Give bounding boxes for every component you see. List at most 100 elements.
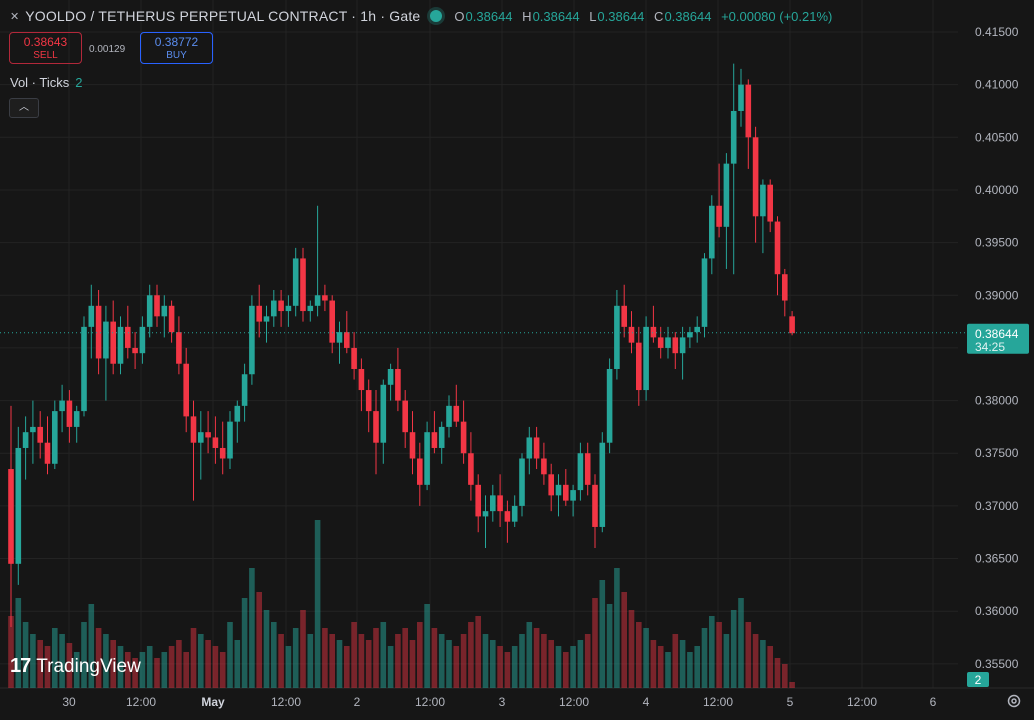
candle-body xyxy=(482,511,489,517)
x-tick-label: May xyxy=(201,695,225,709)
volume-bar xyxy=(241,598,248,688)
volume-bar xyxy=(176,640,182,688)
candle-body xyxy=(358,368,365,391)
last-price-badge xyxy=(967,323,1029,354)
candle-body xyxy=(256,305,262,322)
gear-icon[interactable] xyxy=(1006,693,1022,709)
volume-bar xyxy=(533,628,540,688)
volume-bar xyxy=(504,652,511,688)
candle-body xyxy=(73,411,80,427)
volume-bar xyxy=(599,580,606,688)
candle-body xyxy=(643,326,649,391)
candle-body xyxy=(730,110,737,164)
x-tick-label: 12:00 xyxy=(271,695,301,709)
volume-bar xyxy=(606,604,613,688)
volume-last-label: 2 xyxy=(975,673,982,687)
candle-body xyxy=(110,321,116,364)
volume-bar xyxy=(314,520,321,688)
candle-body xyxy=(336,332,343,343)
candle-body xyxy=(15,447,22,564)
candle-body xyxy=(577,453,584,491)
candle-body xyxy=(395,368,401,401)
candle-body xyxy=(519,458,525,506)
candle-body xyxy=(548,474,554,496)
candle-body xyxy=(533,437,540,459)
tradingview-logo[interactable]: 17 TradingView xyxy=(10,655,141,678)
candle-body xyxy=(380,384,387,443)
volume-bar xyxy=(81,622,87,688)
y-tick-label: 0.37000 xyxy=(975,499,1019,513)
candle-body xyxy=(504,511,511,522)
candle-body xyxy=(234,405,241,422)
volume-bar xyxy=(322,628,328,688)
buy-button[interactable]: 0.38772 BUY xyxy=(140,32,213,64)
candle-body xyxy=(555,484,562,496)
volume-bar xyxy=(438,634,445,688)
x-tick-label: 5 xyxy=(787,695,794,709)
y-tick-label: 0.36500 xyxy=(975,552,1019,566)
volume-bar xyxy=(285,646,292,688)
candle-body xyxy=(621,305,627,327)
volume-bar xyxy=(336,640,343,688)
candle-body xyxy=(183,363,189,417)
volume-bar xyxy=(526,622,533,688)
candle-body xyxy=(263,316,270,322)
x-tick-label: 12:00 xyxy=(703,695,733,709)
volume-bar xyxy=(227,622,233,688)
candle-body xyxy=(511,505,518,522)
x-tick-label: 6 xyxy=(930,695,937,709)
volume-bar xyxy=(380,622,387,688)
candle-body xyxy=(307,305,314,312)
candle-body xyxy=(219,447,226,459)
volume-bar xyxy=(482,634,489,688)
sell-button[interactable]: 0.38643 SELL xyxy=(9,32,82,64)
candle-body xyxy=(329,300,335,343)
candle-body xyxy=(241,374,248,406)
candle-body xyxy=(497,495,503,512)
volume-last-badge xyxy=(967,672,989,687)
volume-bar xyxy=(716,622,722,688)
candle-body xyxy=(205,432,211,438)
candle-body xyxy=(146,295,153,327)
volume-bar xyxy=(37,640,43,688)
sell-label: SELL xyxy=(33,50,58,61)
candle-body xyxy=(30,426,36,433)
candle-body xyxy=(563,484,569,501)
candle-body xyxy=(278,300,284,312)
chevron-up-icon[interactable]: ︿ xyxy=(9,98,39,118)
candle-body xyxy=(599,442,606,527)
candle-body xyxy=(417,458,423,485)
candle-body xyxy=(227,421,233,459)
volume-bar xyxy=(424,604,430,688)
volume-bar xyxy=(219,652,226,688)
candle-body xyxy=(37,426,43,443)
candle-body xyxy=(66,400,73,427)
volume-bar xyxy=(636,622,642,688)
candle-body xyxy=(373,411,379,443)
candle-body xyxy=(285,305,292,312)
x-tick-label: 3 xyxy=(499,695,506,709)
volume-bar xyxy=(774,658,781,688)
volume-bar xyxy=(66,643,73,688)
volume-bar xyxy=(446,640,452,688)
candle-body xyxy=(665,337,671,348)
volume-bar xyxy=(665,652,671,688)
candle-body xyxy=(438,426,445,448)
candle-body xyxy=(723,163,730,227)
symbol-title[interactable]: YOOLDO / TETHERUS PERPETUAL CONTRACT · 1… xyxy=(25,8,421,24)
candle-body xyxy=(584,453,591,485)
x-tick-label: 12:00 xyxy=(847,695,877,709)
volume-bar xyxy=(256,592,262,688)
volume-bar xyxy=(8,616,14,688)
volume-bar xyxy=(402,628,408,688)
candle-body xyxy=(387,368,394,385)
volume-bar xyxy=(709,616,715,688)
volume-legend[interactable]: Vol · Ticks 2 xyxy=(10,75,82,90)
candle-body xyxy=(59,400,65,412)
exchange-icon: ✕ xyxy=(10,10,20,23)
spread-value: 0.00129 xyxy=(89,44,126,55)
candle-body xyxy=(460,421,467,454)
volume-bar xyxy=(271,622,277,688)
